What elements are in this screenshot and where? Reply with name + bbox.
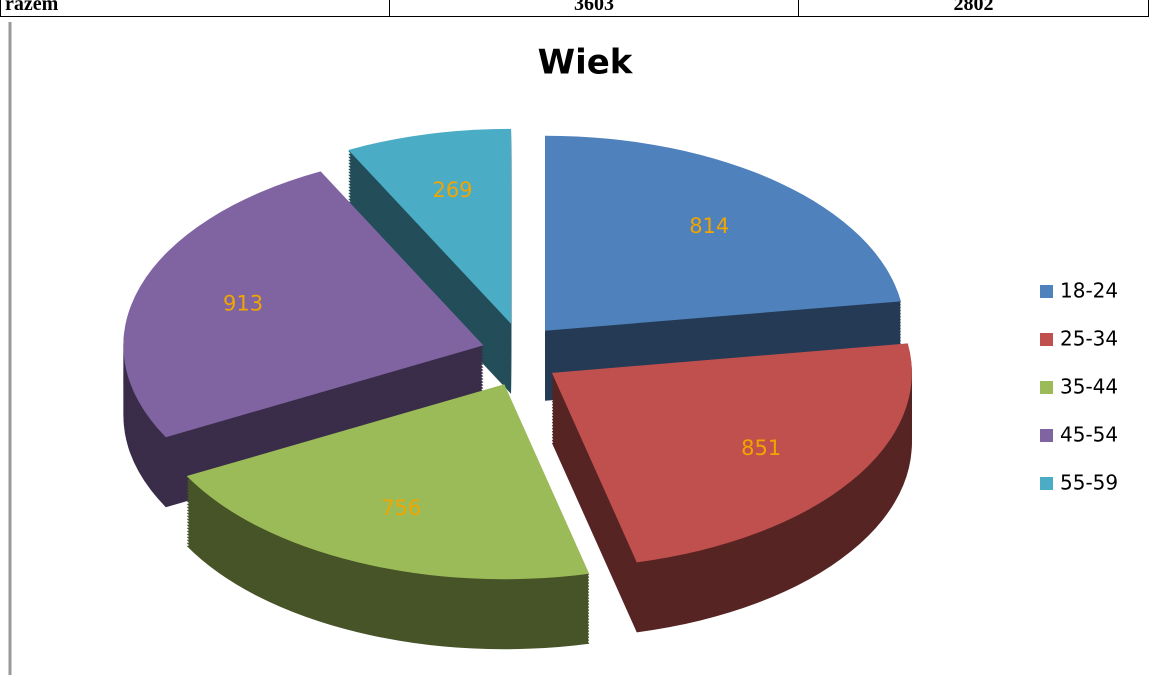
- legend-swatch: [1040, 429, 1053, 442]
- slice: [123, 171, 484, 438]
- slice: [186, 384, 590, 580]
- legend-swatch: [1040, 381, 1053, 394]
- table-row: razem 3603 2802: [0, 0, 1149, 17]
- cell: 2802: [798, 0, 1149, 17]
- legend-swatch: [1040, 285, 1053, 298]
- slice: [545, 135, 901, 331]
- cell: 3603: [389, 0, 799, 17]
- data-label: 851: [741, 436, 781, 460]
- legend-label: 25-34: [1060, 327, 1118, 351]
- data-label: 756: [381, 496, 421, 520]
- legend-label: 35-44: [1060, 375, 1118, 399]
- cell: razem: [0, 0, 390, 17]
- legend-swatch: [1040, 333, 1053, 346]
- legend-label: 45-54: [1060, 423, 1118, 447]
- slice: [551, 343, 912, 563]
- legend-label: 18-24: [1060, 279, 1118, 303]
- legend-swatch: [1040, 477, 1053, 490]
- data-label: 269: [432, 178, 472, 202]
- legend-label: 55-59: [1060, 471, 1118, 495]
- data-label: 814: [689, 214, 729, 238]
- slice: [348, 128, 512, 324]
- data-label: 913: [223, 291, 263, 315]
- chart-title: Wiek: [538, 43, 634, 83]
